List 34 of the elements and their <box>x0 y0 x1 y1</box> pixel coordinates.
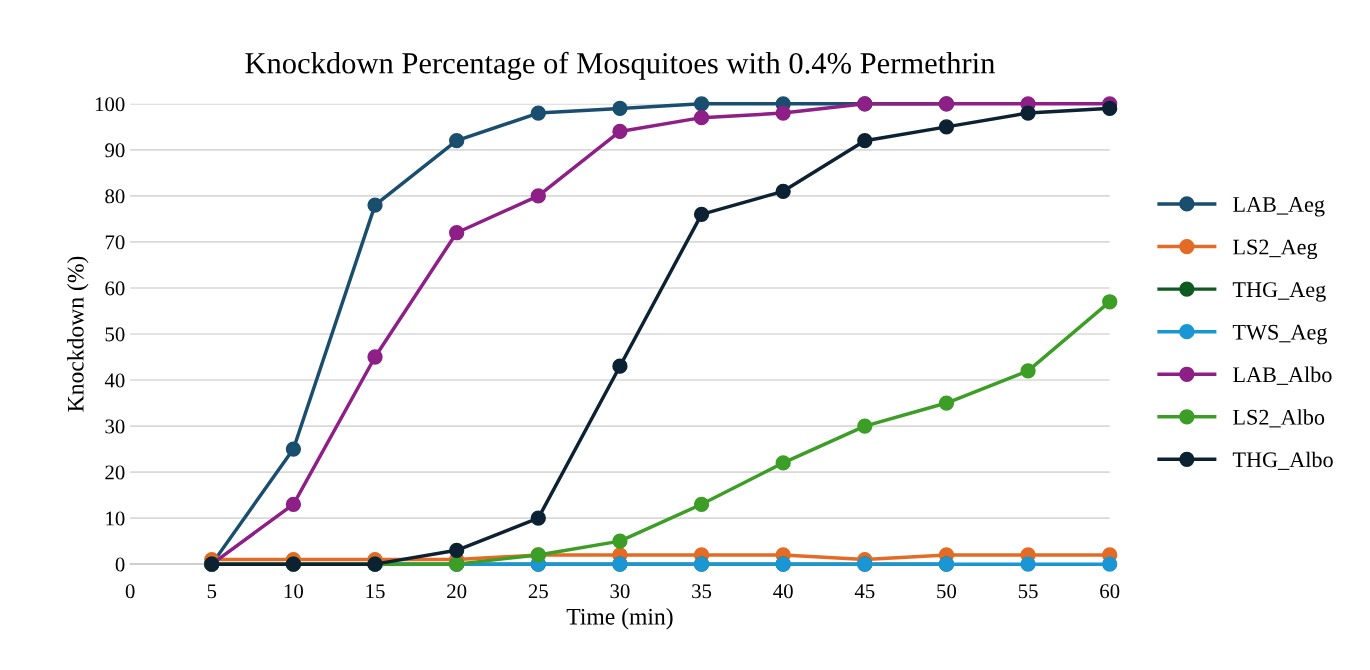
legend-label: TWS_Aeg <box>1232 324 1328 345</box>
x-tick-label: 30 <box>610 584 630 599</box>
x-axis-title: Time (min) <box>566 608 673 630</box>
y-tick-label: 80 <box>105 189 125 204</box>
chart-title: Knockdown Percentage of Mosquitoes with 0.4% Permethrin <box>245 51 995 80</box>
y-tick-label: 60 <box>105 281 125 296</box>
x-tick-label: 15 <box>366 584 385 599</box>
legend-label: THG_Albo <box>1232 451 1333 470</box>
x-tick-label: 60 <box>1100 584 1120 599</box>
x-tick-label: 50 <box>937 584 957 599</box>
y-tick-label: 0 <box>115 557 125 572</box>
y-tick-label: 90 <box>105 143 125 158</box>
legend-label: THG_Aeg <box>1232 282 1326 302</box>
x-tick-label: 55 <box>1018 584 1038 599</box>
y-tick-label: 70 <box>105 235 125 250</box>
x-tick-label: 0 <box>125 584 135 599</box>
y-tick-label: 10 <box>106 511 125 526</box>
y-tick-label: 40 <box>104 373 125 388</box>
legend-label: LAB_Albo <box>1233 366 1332 385</box>
x-tick-label: 45 <box>854 584 875 599</box>
x-tick-label: 25 <box>528 584 548 599</box>
x-tick-label: 20 <box>447 584 467 599</box>
x-tick-label: 10 <box>284 584 304 599</box>
x-tick-label: 35 <box>692 584 712 599</box>
x-tick-label: 5 <box>207 584 217 599</box>
y-axis-title: Knockdown (%) <box>67 256 89 412</box>
legend-label: LS2_Albo <box>1233 409 1325 428</box>
y-tick-label: 50 <box>105 327 125 342</box>
x-tick-label: 40 <box>773 584 793 599</box>
y-tick-label: 30 <box>105 419 125 434</box>
y-tick-label: 20 <box>105 465 125 480</box>
y-tick-label: 100 <box>95 97 125 112</box>
legend-label: LS2_Aeg <box>1233 239 1318 260</box>
legend-label: LAB_Aeg <box>1233 197 1325 217</box>
